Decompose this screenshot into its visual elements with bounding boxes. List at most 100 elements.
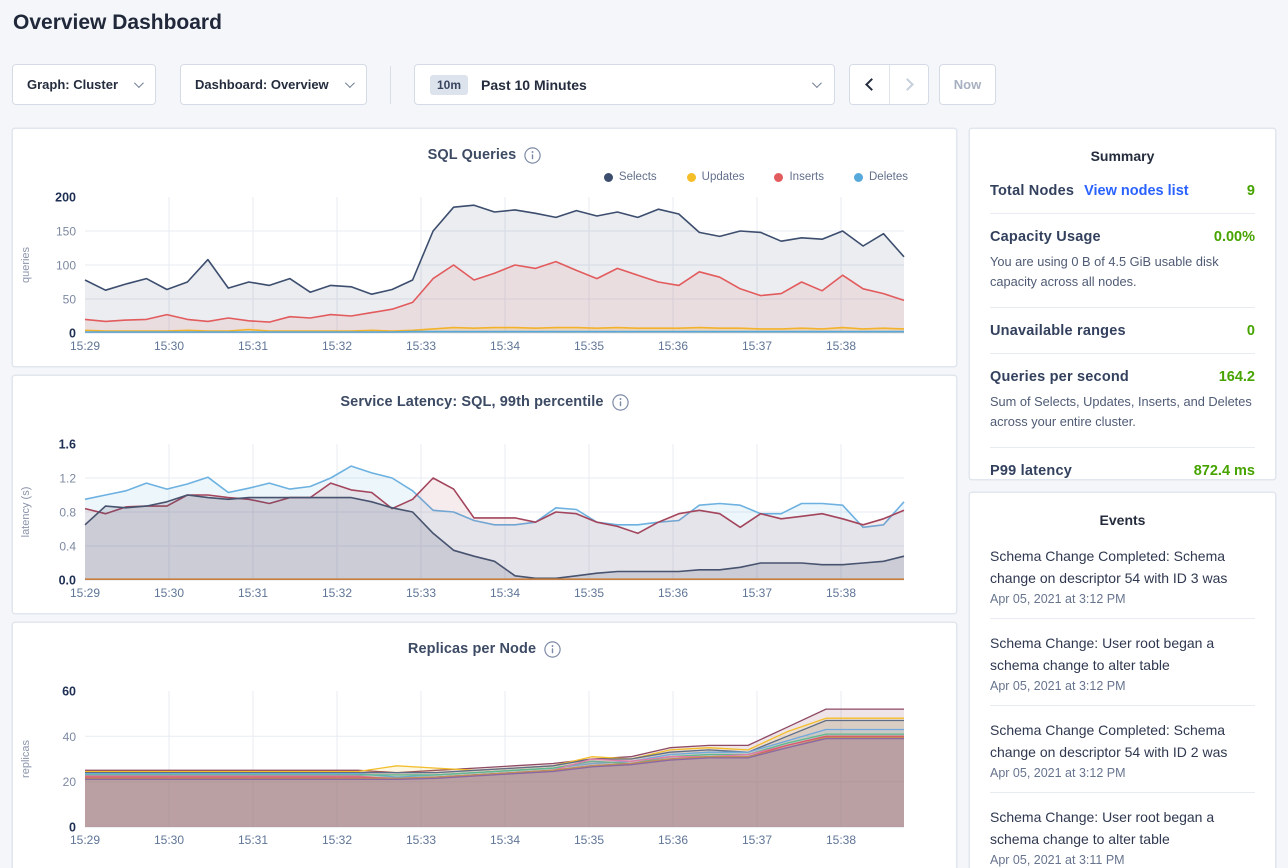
- charts-column: SQL Queries Selects Updates Inserts Deletes…: [12, 128, 957, 868]
- svg-text:15:32: 15:32: [322, 586, 352, 600]
- svg-text:queries: queries: [20, 246, 32, 283]
- summary-row-unavailable: Unavailable ranges 0: [990, 308, 1255, 354]
- svg-text:15:37: 15:37: [742, 339, 772, 353]
- service-latency-chart[interactable]: 0.0 0.4 0.8 1.2 1.6 latency (s) 15:29 15:30 15:3…: [13, 436, 956, 611]
- chevron-right-icon: [900, 78, 914, 91]
- svg-text:15:32: 15:32: [322, 339, 352, 353]
- svg-text:0.0: 0.0: [59, 574, 76, 588]
- service-latency-panel: Service Latency: SQL, 99th percentile 0.…: [12, 375, 957, 614]
- svg-text:0: 0: [69, 327, 76, 341]
- svg-text:60: 60: [62, 685, 76, 699]
- svg-text:latency (s): latency (s): [20, 487, 32, 538]
- prev-time-button[interactable]: [850, 65, 889, 104]
- time-range-badge: 10m: [430, 74, 469, 95]
- svg-text:15:38: 15:38: [826, 339, 856, 353]
- p99-latency-value: 872.4 ms: [1193, 462, 1255, 479]
- svg-text:1.2: 1.2: [59, 472, 76, 486]
- svg-text:15:33: 15:33: [406, 833, 436, 847]
- chart-legend: [13, 412, 956, 436]
- toolbar: Graph: Cluster Dashboard: Overview 10m P…: [12, 64, 1276, 105]
- next-time-button[interactable]: [889, 65, 928, 104]
- svg-text:15:34: 15:34: [490, 339, 520, 353]
- chevron-left-icon: [865, 78, 878, 91]
- svg-text:200: 200: [55, 191, 76, 205]
- replicas-per-node-chart[interactable]: 0 20 40 60 replicas 15:29 15:30 15:31 15:32 15:33…: [13, 683, 956, 858]
- event-item: Schema Change Completed: Schema change o…: [990, 706, 1255, 793]
- time-step-buttons: [849, 64, 929, 105]
- svg-text:15:35: 15:35: [574, 339, 604, 353]
- svg-text:0.4: 0.4: [59, 540, 76, 554]
- event-timestamp: Apr 05, 2021 at 3:12 PM: [990, 679, 1126, 693]
- graph-dropdown-label: Graph: Cluster: [27, 77, 119, 92]
- svg-text:15:32: 15:32: [322, 833, 352, 847]
- capacity-usage-value: 0.00%: [1213, 229, 1255, 245]
- svg-text:15:35: 15:35: [574, 586, 604, 600]
- legend-dot: [686, 172, 696, 182]
- time-range-label: Past 10 Minutes: [481, 76, 587, 93]
- summary-row-capacity: Capacity Usage 0.00% You are using 0 B o…: [990, 214, 1255, 308]
- svg-text:15:36: 15:36: [658, 833, 688, 847]
- qps-label: Queries per second: [990, 368, 1129, 385]
- event-message: Schema Change: User root began a schema …: [990, 635, 1215, 673]
- event-message: Schema Change: User root began a schema …: [990, 809, 1215, 847]
- total-nodes-label: Total Nodes: [990, 183, 1075, 199]
- event-timestamp: Apr 05, 2021 at 3:12 PM: [990, 766, 1126, 780]
- replicas-per-node-panel: Replicas per Node 0 20 40 60 replicas 15:29 15…: [12, 622, 957, 868]
- svg-text:1.6: 1.6: [59, 438, 76, 452]
- summary-panel: Summary Total Nodes View nodes list 9 Ca…: [969, 128, 1276, 480]
- capacity-usage-label: Capacity Usage: [990, 229, 1101, 245]
- graph-dropdown[interactable]: Graph: Cluster: [12, 64, 156, 105]
- dashboard-dropdown-label: Dashboard: Overview: [195, 77, 329, 92]
- unavailable-ranges-label: Unavailable ranges: [990, 322, 1126, 339]
- event-item: Schema Change: User root began a schema …: [990, 793, 1255, 868]
- info-icon[interactable]: [524, 146, 542, 164]
- svg-text:15:29: 15:29: [70, 833, 100, 847]
- chevron-down-icon: [133, 78, 144, 89]
- chart-legend: Selects Updates Inserts Deletes: [13, 165, 956, 189]
- sidebar-column: Summary Total Nodes View nodes list 9 Ca…: [969, 128, 1276, 868]
- svg-text:50: 50: [63, 293, 77, 307]
- svg-text:15:29: 15:29: [70, 339, 100, 353]
- legend-item-deletes: Deletes: [854, 171, 908, 183]
- now-button[interactable]: Now: [939, 64, 996, 105]
- svg-text:15:34: 15:34: [490, 586, 520, 600]
- info-icon[interactable]: [611, 393, 629, 411]
- svg-text:20: 20: [63, 775, 77, 789]
- chart-title: SQL Queries: [427, 147, 517, 163]
- time-range-selector[interactable]: 10m Past 10 Minutes: [414, 64, 835, 105]
- svg-text:15:34: 15:34: [490, 833, 520, 847]
- legend-item-selects: Selects: [603, 171, 657, 183]
- dashboard-dropdown[interactable]: Dashboard: Overview: [180, 64, 367, 105]
- svg-text:15:31: 15:31: [238, 833, 268, 847]
- chart-legend: [13, 659, 956, 683]
- svg-text:15:33: 15:33: [406, 586, 436, 600]
- svg-text:15:36: 15:36: [658, 586, 688, 600]
- event-message: Schema Change Completed: Schema change o…: [990, 548, 1228, 586]
- unavailable-ranges-value: 0: [1246, 322, 1255, 339]
- legend-dot: [854, 172, 863, 182]
- p99-latency-label: P99 latency: [990, 462, 1072, 479]
- svg-text:40: 40: [63, 730, 77, 744]
- svg-text:0.8: 0.8: [59, 506, 76, 520]
- info-icon[interactable]: [544, 640, 561, 658]
- svg-text:15:36: 15:36: [658, 339, 688, 353]
- summary-row-total-nodes: Total Nodes View nodes list 9: [990, 168, 1255, 214]
- view-nodes-list-link[interactable]: View nodes list: [1084, 183, 1189, 199]
- svg-text:150: 150: [56, 225, 76, 239]
- svg-text:15:31: 15:31: [238, 339, 268, 353]
- svg-text:15:33: 15:33: [406, 339, 436, 353]
- svg-text:15:30: 15:30: [154, 586, 184, 600]
- svg-text:100: 100: [56, 259, 76, 273]
- svg-text:15:30: 15:30: [154, 339, 184, 353]
- summary-title: Summary: [1090, 148, 1155, 164]
- sql-queries-chart[interactable]: 0 50 100 150 200 queries 15:29 15:30 15:31 15:32 1…: [13, 189, 956, 364]
- chevron-down-icon: [344, 78, 355, 89]
- summary-row-qps: Queries per second 164.2 Sum of Selects,…: [990, 354, 1255, 448]
- svg-text:15:35: 15:35: [574, 833, 604, 847]
- summary-row-p99: P99 latency 872.4 ms: [990, 448, 1255, 479]
- page-title: Overview Dashboard: [13, 11, 222, 34]
- svg-text:15:37: 15:37: [742, 586, 772, 600]
- svg-text:15:31: 15:31: [238, 586, 268, 600]
- total-nodes-value: 9: [1246, 183, 1255, 199]
- event-item: Schema Change: User root began a schema …: [990, 619, 1255, 706]
